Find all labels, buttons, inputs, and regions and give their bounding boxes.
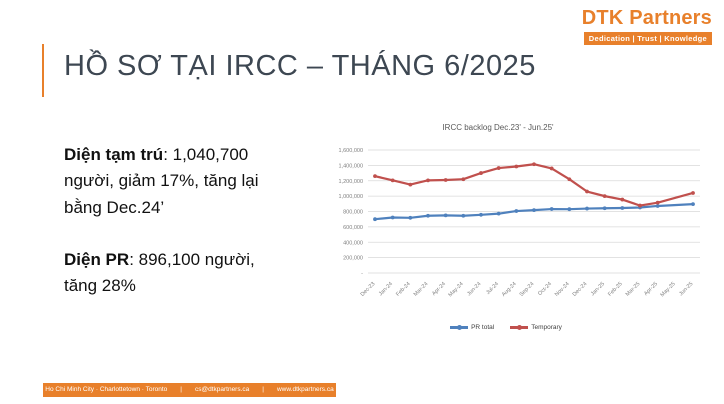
pr-total-line: [374, 203, 694, 221]
temporary-summary-label: Diện tạm trú: [64, 145, 164, 164]
pr-summary-value: : 896,100 người, tăng 28%: [64, 250, 255, 296]
svg-text:800,000: 800,000: [343, 210, 363, 216]
svg-text:-: -: [361, 271, 363, 277]
legend-label: PR total: [471, 324, 495, 331]
logo-text: TK Partners: [596, 7, 712, 29]
footer-bar: Ho Chi Minh City · Charlottetown · Toron…: [43, 383, 336, 397]
svg-text:Jul-24: Jul-24: [485, 281, 500, 296]
svg-text:Feb-24: Feb-24: [395, 281, 412, 298]
footer-website: www.dtkpartners.ca: [276, 386, 334, 393]
legend-marker-icon: [516, 325, 522, 331]
logo-wordmark: DTK Partners: [582, 8, 712, 28]
svg-text:May-24: May-24: [448, 281, 465, 298]
legend-swatch: [510, 325, 529, 331]
svg-text:200,000: 200,000: [343, 256, 363, 262]
svg-text:Dec-23: Dec-23: [360, 281, 377, 298]
svg-text:Nov-24: Nov-24: [554, 281, 571, 298]
svg-text:Aug-24: Aug-24: [501, 281, 518, 298]
svg-text:Jun-24: Jun-24: [466, 281, 482, 297]
logo-tagline: Dedication | Trust | Knowledge: [583, 32, 712, 45]
footer-locations: Ho Chi Minh City · Charlottetown · Toron…: [45, 386, 168, 393]
page-title: HỒ SƠ TẠI IRCC – THÁNG 6/2025: [64, 50, 536, 82]
legend-item: PR total: [450, 324, 494, 331]
temporary-line: [374, 163, 694, 207]
title-accent-bar: [42, 44, 44, 97]
svg-text:Dec-24: Dec-24: [572, 281, 589, 298]
footer-email: cs@dtkpartners.ca: [194, 386, 250, 393]
chart-title: IRCC backlog Dec.23' - Jun.25': [442, 123, 554, 132]
svg-text:Apr-24: Apr-24: [431, 281, 447, 297]
svg-text:600,000: 600,000: [343, 225, 363, 231]
svg-text:400,000: 400,000: [343, 240, 363, 246]
legend-label: Temporary: [531, 324, 562, 331]
legend-swatch: [450, 325, 469, 331]
svg-text:1,200,000: 1,200,000: [339, 179, 363, 185]
ircc-backlog-chart: IRCC backlog Dec.23' - Jun.25' - 200,000 4…: [323, 118, 713, 358]
svg-text:Jan-25: Jan-25: [590, 281, 606, 297]
footer-separator: |: [180, 386, 182, 393]
svg-text:Oct-24: Oct-24: [537, 281, 553, 297]
temporary-summary: Diện tạm trú: 1,040,700 người, giảm 17%,…: [64, 142, 279, 221]
footer-separator: |: [262, 386, 264, 393]
svg-text:May-25: May-25: [660, 281, 677, 298]
temporary-summary-value: : 1,040,700 người, giảm 17%, tăng lại bằ…: [64, 145, 259, 217]
svg-text:Apr-25: Apr-25: [643, 281, 659, 297]
svg-text:Mar-25: Mar-25: [625, 281, 642, 298]
svg-text:1,000,000: 1,000,000: [339, 194, 363, 200]
svg-text:1,600,000: 1,600,000: [339, 148, 363, 154]
logo-d-icon: D: [581, 7, 597, 29]
svg-text:Jun-25: Jun-25: [678, 281, 694, 297]
pr-summary-label: Diện PR: [64, 250, 130, 270]
legend-marker-icon: [456, 325, 462, 331]
svg-text:Jan-24: Jan-24: [378, 281, 394, 297]
legend-item: Temporary: [510, 324, 562, 331]
pr-summary: Diện PR: 896,100 người, tăng 28%: [64, 247, 279, 300]
chart-legend: PR total Temporary: [323, 324, 689, 331]
svg-text:Feb-25: Feb-25: [607, 281, 624, 298]
svg-text:Sep-24: Sep-24: [519, 281, 536, 298]
chart-plot: - 200,000 400,000 600,000 800,000 1,000,000 1,…: [339, 148, 700, 298]
svg-text:1,400,000: 1,400,000: [339, 163, 363, 169]
summary-text: Diện tạm trú: 1,040,700 người, giảm 17%,…: [64, 142, 279, 326]
logo: DTK Partners Dedication | Trust | Knowle…: [582, 8, 712, 46]
svg-text:Mar-24: Mar-24: [413, 281, 430, 298]
